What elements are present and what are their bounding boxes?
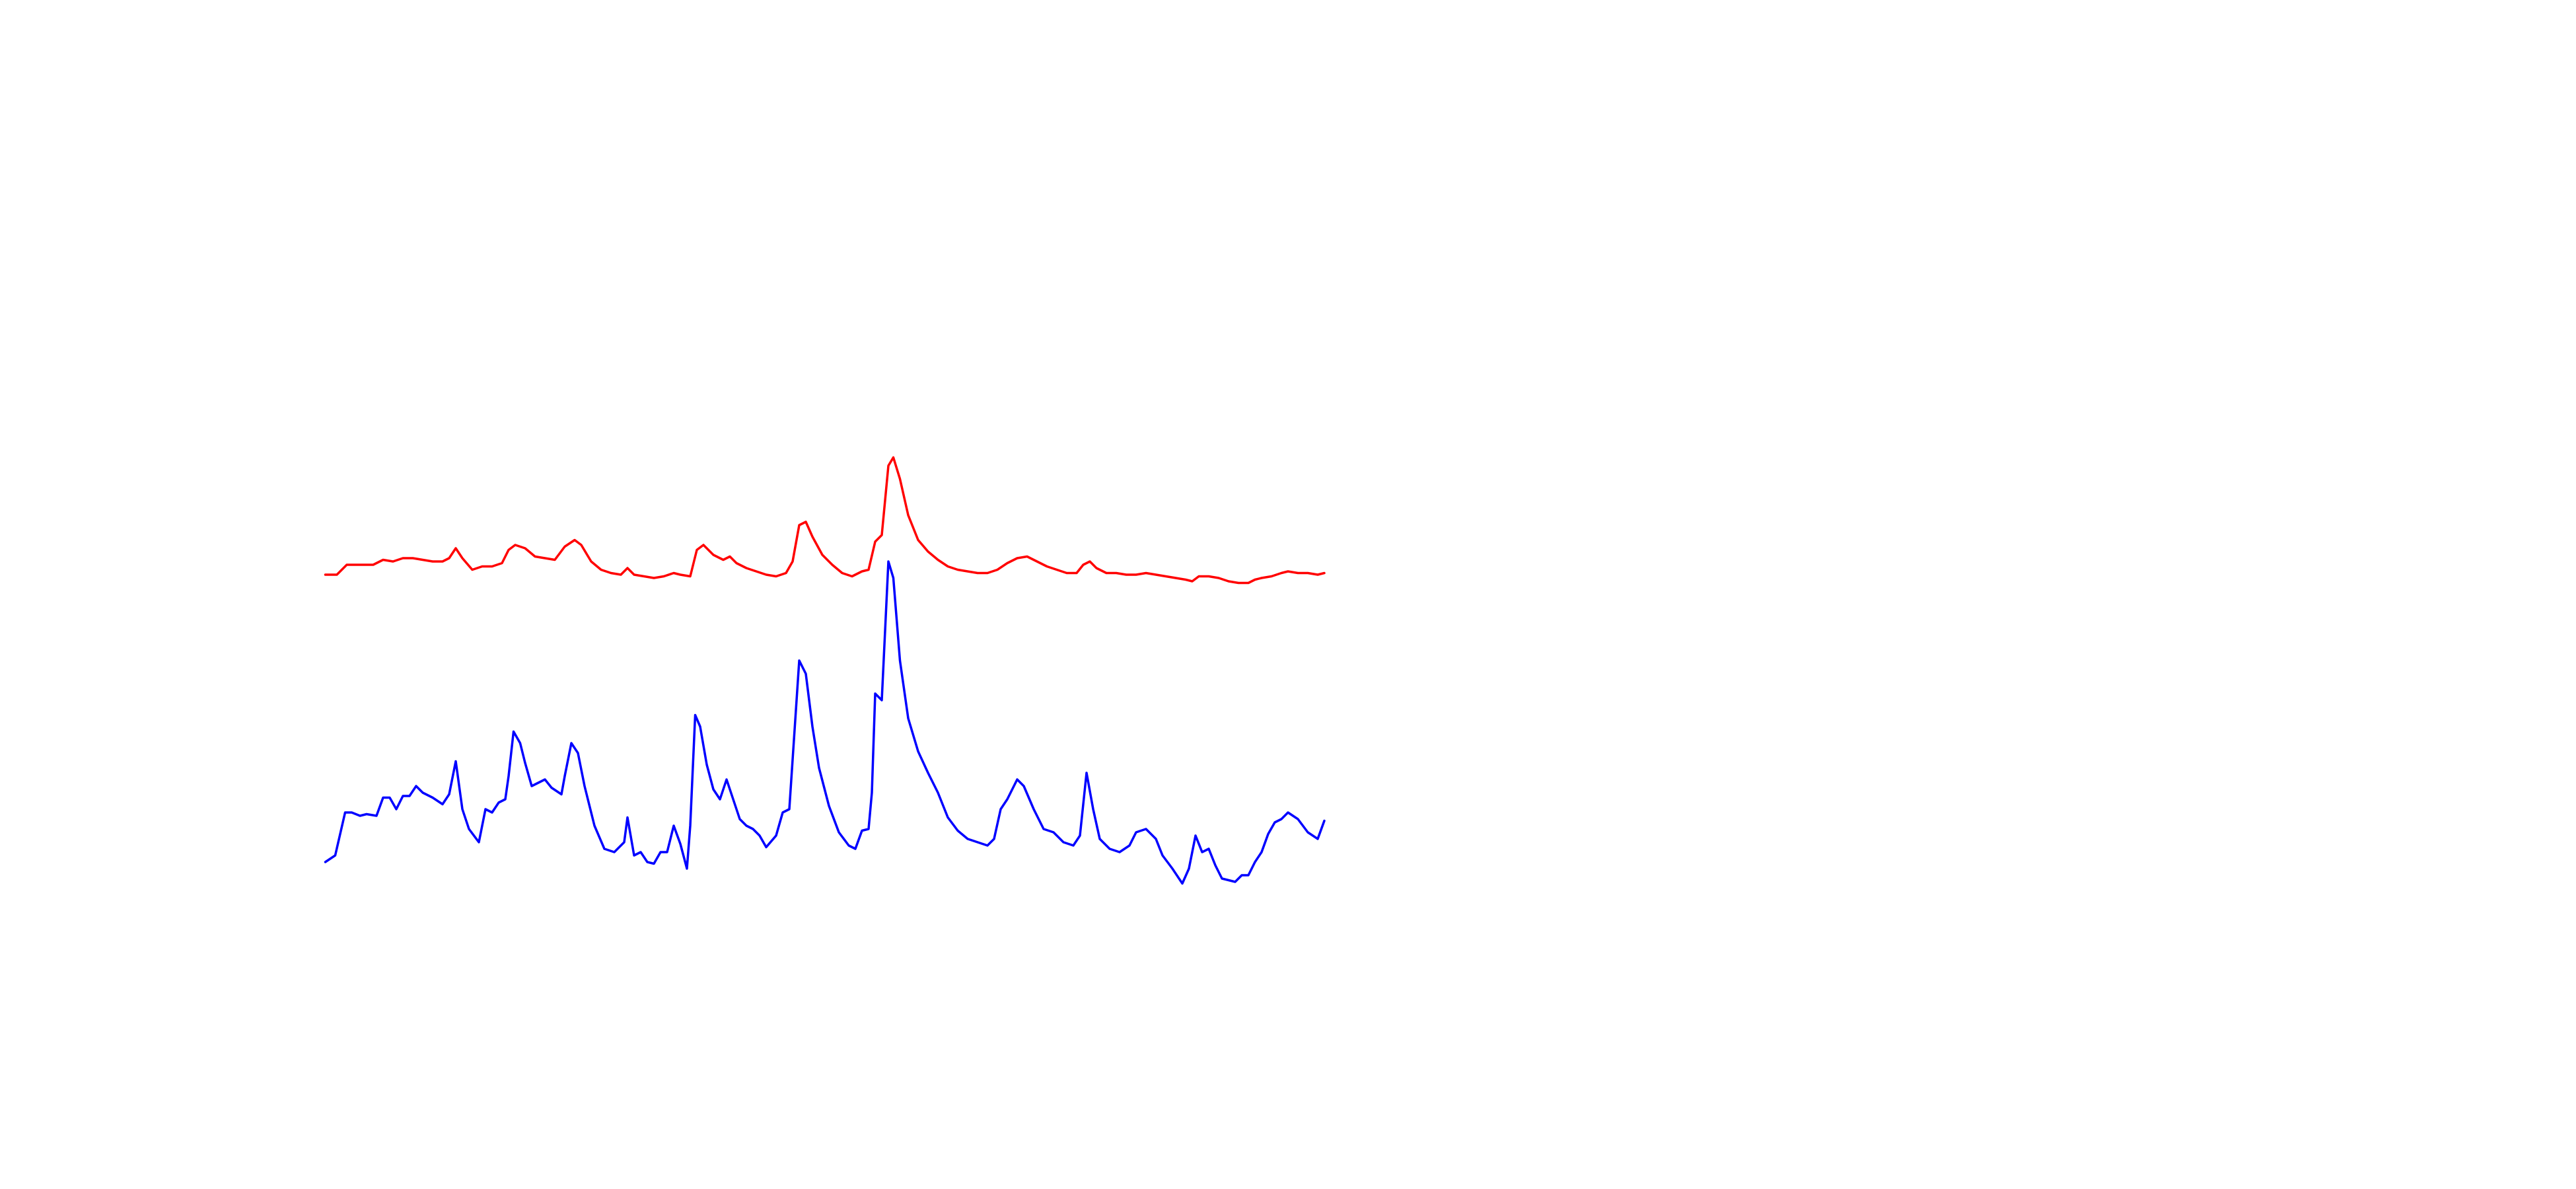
series-line (324, 456, 1326, 585)
series-line (324, 560, 1326, 885)
